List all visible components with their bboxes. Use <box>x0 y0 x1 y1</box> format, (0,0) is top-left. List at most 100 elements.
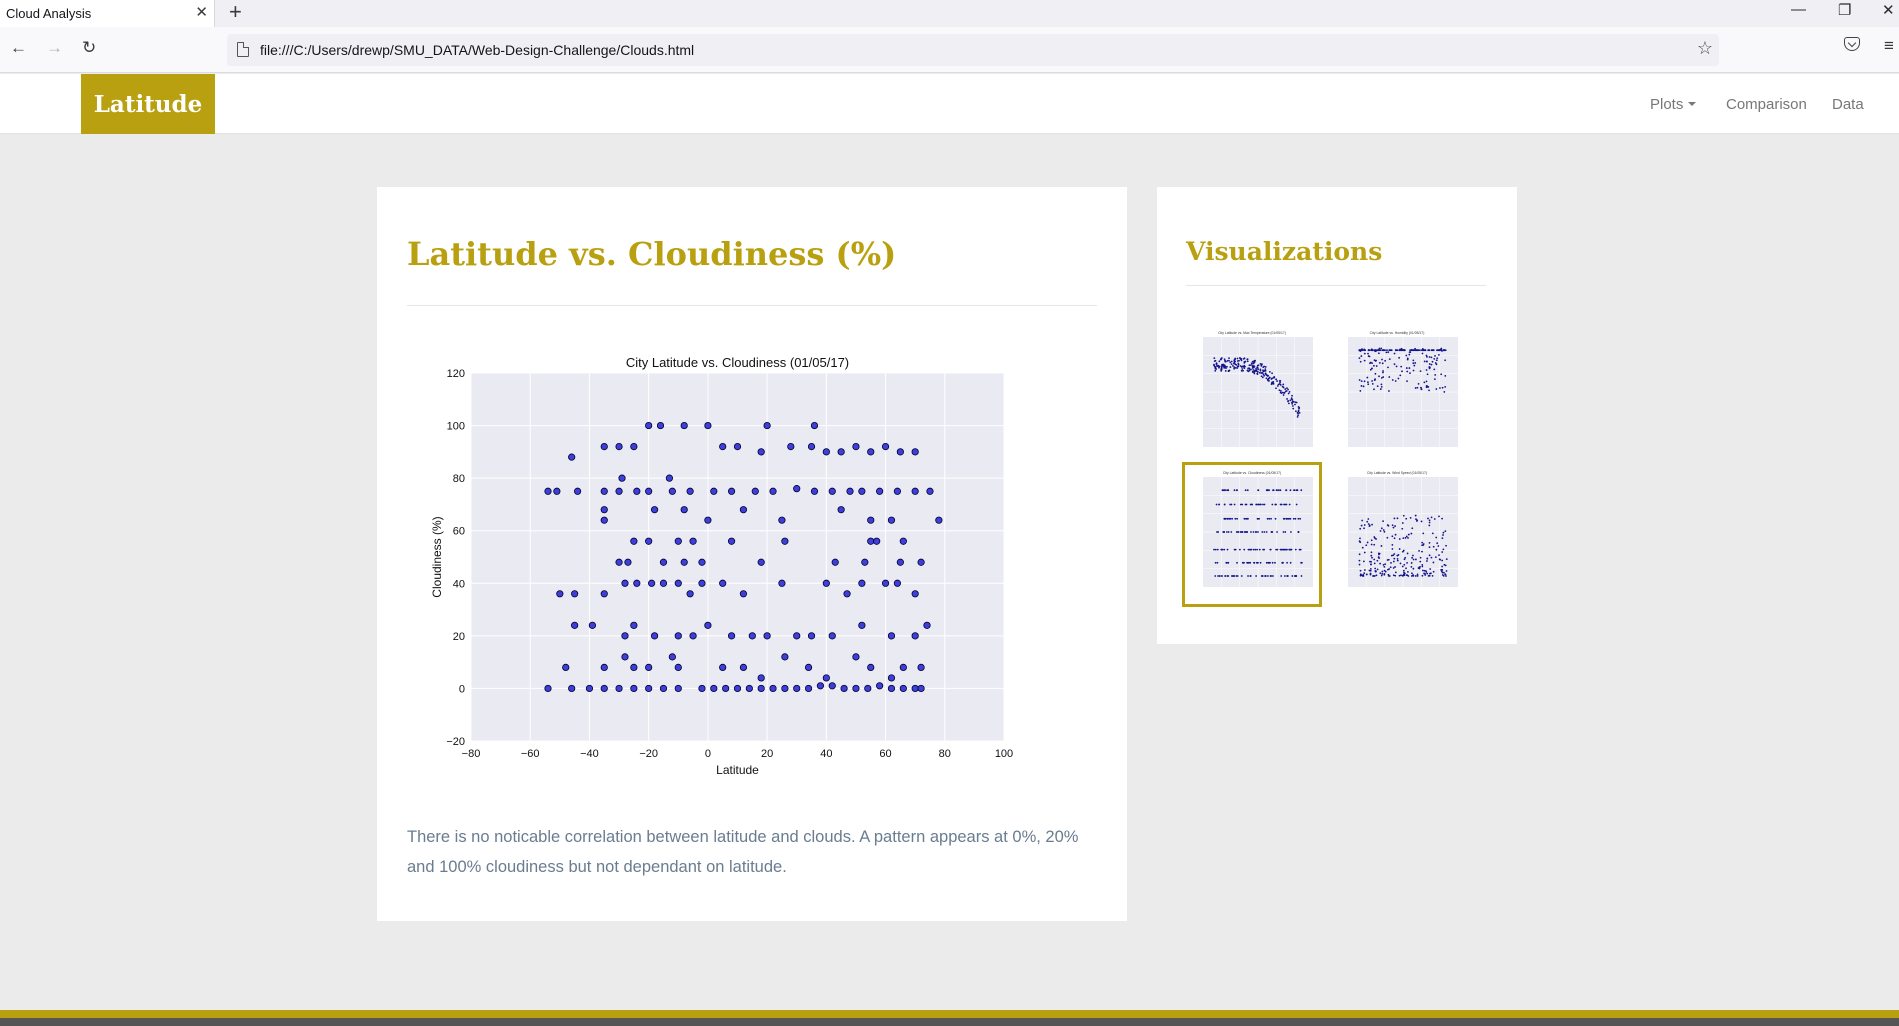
url-text[interactable]: file:///C:/Users/drewp/SMU_DATA/Web-Desi… <box>260 42 695 58</box>
thumbnail-point <box>1381 358 1383 361</box>
thumbnail-point <box>1218 575 1221 577</box>
thumbnail-point <box>1380 385 1383 388</box>
thumbnail-point <box>1359 360 1362 363</box>
thumbnail-point <box>1420 386 1422 389</box>
x-tick-label: −60 <box>521 748 540 760</box>
data-point <box>600 487 608 495</box>
thumbnail-point <box>1434 556 1437 559</box>
thumbnail-point <box>1373 536 1376 538</box>
thumbnail-1[interactable]: City Latitude vs. Max Temperature (01/05… <box>1185 325 1319 464</box>
nav-data-link[interactable]: Data <box>1832 96 1864 113</box>
thumbnail-point <box>1234 366 1237 369</box>
thumbnail-point <box>1264 366 1267 368</box>
page-title: Latitude vs. Cloudiness (%) <box>407 235 897 273</box>
thumbnail-point <box>1245 517 1247 520</box>
thumbnail-point <box>1441 386 1444 389</box>
thumbnail-point <box>1367 352 1369 355</box>
nav-comparison-link[interactable]: Comparison <box>1726 96 1807 113</box>
thumbnail-point <box>1435 359 1438 362</box>
browser-tab[interactable]: Cloud Analysis ✕ <box>0 0 215 27</box>
thumbnail-point <box>1444 349 1446 352</box>
thumbnail-point <box>1241 503 1244 506</box>
thumbnail-point <box>1390 561 1392 564</box>
data-point <box>618 474 626 482</box>
thumbnail-point <box>1441 537 1444 540</box>
thumbnail-point <box>1358 379 1361 381</box>
thumbnail-point <box>1296 415 1299 418</box>
thumbnail-point <box>1259 369 1262 372</box>
thumbnail-point <box>1291 402 1294 405</box>
tab-title: Cloud Analysis <box>6 6 92 21</box>
data-point <box>793 485 801 493</box>
thumbnail-2[interactable]: City Latitude vs. Humidity (01/05/17) <box>1330 325 1464 464</box>
data-point <box>674 632 682 640</box>
thumbnail-point <box>1412 558 1415 561</box>
thumbnail-point <box>1373 543 1376 546</box>
thumbnail-point <box>1257 364 1260 367</box>
thumbnail-point <box>1373 558 1376 561</box>
thumbnail-point <box>1383 573 1386 575</box>
bookmark-star-icon[interactable]: ☆ <box>1696 38 1713 58</box>
thumbnail-point <box>1285 548 1287 551</box>
thumbnail-point <box>1398 548 1401 550</box>
data-point <box>585 684 594 693</box>
thumbnail-4[interactable]: City Latitude vs. Wind Speed (01/05/17) <box>1330 465 1464 604</box>
data-point <box>881 443 890 451</box>
thumbnail-point <box>1370 560 1373 563</box>
minimize-icon[interactable]: — <box>1791 1 1806 18</box>
data-point <box>917 663 925 671</box>
new-tab-icon[interactable]: + <box>229 0 242 24</box>
pocket-icon[interactable] <box>1844 37 1860 51</box>
thumbnail-point <box>1241 531 1244 533</box>
thumbnail-point <box>1261 575 1264 577</box>
thumbnail-point <box>1226 359 1229 362</box>
thumbnail-point <box>1224 360 1227 363</box>
address-bar[interactable]: file:///C:/Users/drewp/SMU_DATA/Web-Desi… <box>227 34 1719 66</box>
data-point <box>887 516 896 524</box>
restore-icon[interactable]: ❐ <box>1838 2 1852 19</box>
close-tab-icon[interactable]: ✕ <box>195 4 208 21</box>
thumbnail-point <box>1380 383 1383 386</box>
thumbnail-point <box>1409 517 1412 519</box>
thumbnail-point <box>1405 354 1408 357</box>
data-point <box>843 590 851 598</box>
thumbnail-point <box>1423 572 1425 575</box>
thumbnail-point <box>1376 385 1379 387</box>
back-arrow-icon[interactable]: ← <box>10 38 27 57</box>
thumbnail-point <box>1230 360 1233 363</box>
thumbnail-point <box>1365 544 1368 547</box>
hamburger-menu-icon[interactable]: ≡ <box>1884 36 1894 55</box>
thumbnail-point <box>1288 503 1291 506</box>
thumbnail-point <box>1265 531 1268 533</box>
data-point <box>757 684 765 693</box>
thumbnail-point <box>1236 360 1239 362</box>
thumbnail-point <box>1359 574 1362 577</box>
thumbnail-point <box>1410 562 1413 564</box>
thumbnail-point <box>1360 524 1363 527</box>
thumbnail-point <box>1239 531 1242 533</box>
thumbnail-point <box>1262 548 1265 551</box>
nav-plots-dropdown[interactable]: Plots <box>1650 96 1697 113</box>
data-point <box>828 632 836 640</box>
thumbnail-point <box>1280 390 1282 392</box>
y-tick-label: 40 <box>453 578 465 590</box>
thumbnail-point <box>1438 515 1440 518</box>
thumbnail-point <box>1246 360 1249 363</box>
thumbnail-point <box>1417 382 1420 385</box>
thumbnail-point <box>1266 575 1269 577</box>
data-point <box>698 684 706 693</box>
forward-arrow-icon[interactable]: → <box>46 38 63 57</box>
plot-area <box>471 373 1004 741</box>
thumbnail-point <box>1369 572 1372 575</box>
thumbnail-point <box>1442 531 1445 534</box>
thumbnail-point <box>1272 575 1274 577</box>
thumbnail-point <box>1221 575 1223 577</box>
thumbnail-point <box>1234 360 1237 363</box>
thumbnail-point <box>1252 369 1255 371</box>
thumbnail-point <box>1281 385 1284 388</box>
thumbnail-point <box>1376 559 1379 562</box>
brand-logo[interactable]: Latitude <box>81 74 215 134</box>
window-close-icon[interactable]: ✕ <box>1882 2 1895 19</box>
reload-icon[interactable]: ↻ <box>82 38 97 57</box>
thumbnail-3[interactable]: City Latitude vs. Cloudiness (01/05/17) <box>1182 462 1322 607</box>
